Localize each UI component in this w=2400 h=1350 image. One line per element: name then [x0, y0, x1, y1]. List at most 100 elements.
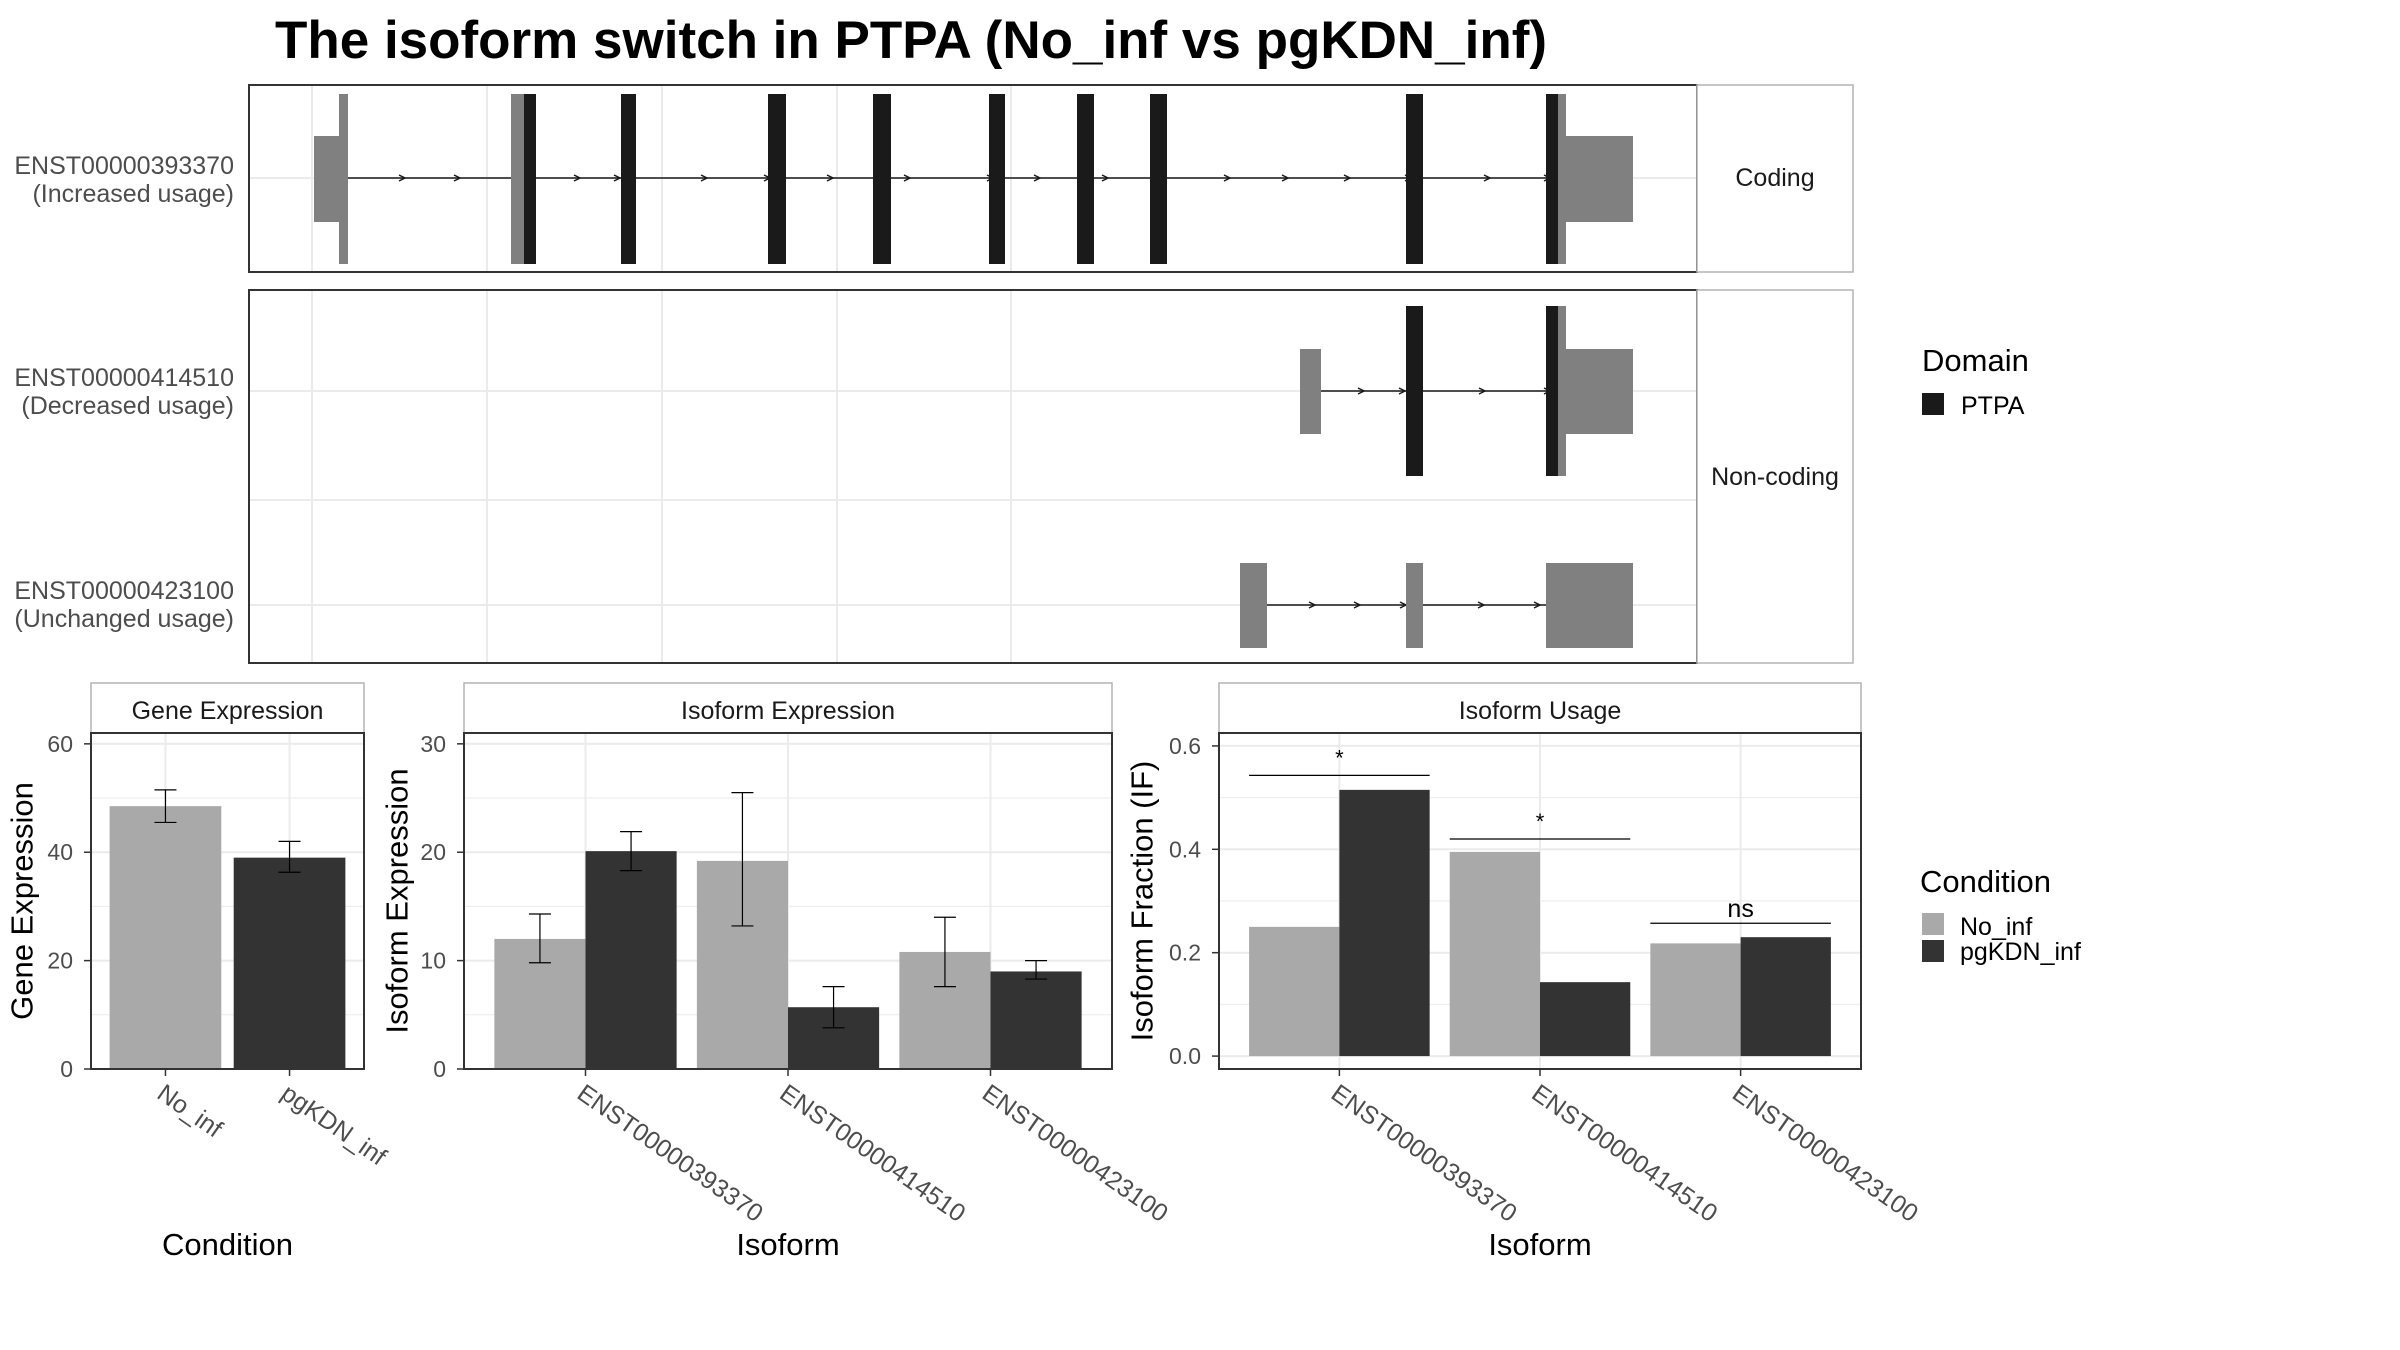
tx2-utr-3prime-exon: [1558, 349, 1633, 434]
tx3-strand-arrow-4: [1533, 601, 1542, 609]
tx1-strand-arrow-2: [573, 174, 582, 182]
transcript-structure-panel: Coding Non-coding ENST00000393370 (Incre…: [14, 84, 1854, 664]
tx1-strand-arrow-10: [1101, 174, 1110, 182]
x-axis-title: Isoform: [736, 1227, 839, 1262]
x-tick-label-1: pgKDN_inf: [276, 1079, 391, 1171]
transcript-label-1-id: ENST00000393370: [14, 152, 234, 180]
x-tick-label-0: No_inf: [152, 1079, 227, 1143]
condition-legend: Condition No_inf pgKDN_inf: [1920, 864, 2081, 966]
tx1-strand-arrow-13: [1343, 174, 1352, 182]
tx1-coding-exon-1: [524, 94, 536, 264]
tx1-coding-exon-5: [989, 94, 1005, 264]
domain-legend-label-ptpa: PTPA: [1961, 392, 2025, 420]
significance-label-2: ns: [1727, 895, 1753, 923]
y-tick-label-1: 0.2: [1169, 940, 1201, 966]
panel-3: Isoform Usage * * ns 0.0 0.2 0.4 0.6 ENST0000039…: [1125, 682, 1923, 1262]
tx3-strand-arrow-3: [1477, 601, 1486, 609]
tx1-strand-arrow-15: [1483, 174, 1492, 182]
bar-pgKDN_inf-ENST00000393370: [1339, 789, 1430, 1057]
y-tick-label-0: 0.0: [1169, 1043, 1201, 1069]
tx1-utr-exon-3: [511, 94, 524, 264]
bar-pgKDN_inf-ENST00000414510: [1540, 982, 1631, 1057]
transcript-label-3-usage: (Unchanged usage): [14, 605, 234, 633]
bar-No_inf-ENST00000393370: [1249, 926, 1340, 1057]
facet-label-coding: Coding: [1735, 164, 1814, 192]
tx1-strand-arrow-4: [700, 174, 709, 182]
panel-strip-title: Isoform Expression: [681, 697, 895, 725]
transcript-label-2-usage: (Decreased usage): [21, 392, 234, 420]
tx2-utr-5prime-exon: [1300, 349, 1321, 434]
condition-legend-label-pgkdn-inf: pgKDN_inf: [1960, 938, 2081, 966]
bar-pgKDN_inf-ENST00000423100: [1740, 937, 1831, 1057]
y-axis-title: Gene Expression: [5, 782, 40, 1020]
panel-strip: [463, 682, 1113, 734]
transcript-label-2-id: ENST00000414510: [14, 364, 234, 392]
tx1-utr-5prime-exon: [314, 136, 339, 222]
x-axis-title: Condition: [162, 1227, 293, 1262]
tx1-coding-exon-8: [1406, 94, 1423, 264]
domain-legend-title: Domain: [1922, 343, 2029, 378]
tx2-strand-arrow-0: [1357, 387, 1366, 395]
domain-legend-swatch-ptpa: [1922, 393, 1944, 415]
panel-strip-title: Gene Expression: [132, 697, 324, 725]
significance-label-0: *: [1335, 745, 1344, 770]
tx1-coding-exon-9: [1546, 94, 1558, 264]
bar-No_inf-ENST00000414510: [1449, 851, 1540, 1057]
y-axis-title: Isoform Fraction (IF): [1125, 761, 1160, 1042]
x-tick-label-0: ENST00000393370: [572, 1079, 768, 1228]
tx3-utr-5prime-exon: [1240, 563, 1267, 648]
transcript-label-3-id: ENST00000423100: [14, 577, 234, 605]
y-tick-label-1: 10: [420, 948, 446, 974]
tx1-strand-arrow-11: [1223, 174, 1232, 182]
y-tick-label-3: 30: [420, 731, 446, 757]
y-tick-label-0: 0: [433, 1056, 446, 1082]
panel-frame: [90, 732, 365, 1070]
y-tick-label-1: 20: [47, 948, 73, 974]
x-tick-label-2: ENST00000423100: [977, 1079, 1173, 1228]
bar-pgKDN_inf: [233, 857, 346, 1069]
panel-2: Isoform Expression 0 10 20 30 ENST00000393370…: [380, 682, 1173, 1262]
tx2-strand-arrow-2: [1478, 387, 1487, 395]
noncoding-facet-frame: [248, 289, 1698, 664]
condition-legend-swatch-no-inf: [1922, 913, 1944, 935]
tx3-utr-3prime-exon: [1546, 563, 1633, 648]
y-tick-label-2: 20: [420, 839, 446, 865]
panel-1: Gene Expression 0 20 40 60 No_inf pgKDN_inf Con…: [5, 682, 391, 1262]
facet-label-noncoding: Non-coding: [1711, 463, 1839, 491]
domain-legend: Domain PTPA: [1922, 343, 2029, 420]
tx1-strand-arrow-1: [453, 174, 462, 182]
tx1-strand-arrow-7: [903, 174, 912, 182]
facet-strip-noncoding: [1696, 289, 1854, 664]
tx3-strand-arrow-0: [1308, 601, 1317, 609]
facet-strip-coding: [1696, 84, 1854, 273]
condition-legend-label-no-inf: No_inf: [1960, 913, 2032, 941]
bar-pgKDN_inf-ENST00000423100: [990, 971, 1082, 1069]
bar-No_inf-ENST00000423100: [1650, 943, 1741, 1057]
tx1-strand-arrow-0: [398, 174, 407, 182]
x-tick-label-1: ENST00000414510: [775, 1079, 971, 1228]
panel-strip-title: Isoform Usage: [1459, 697, 1622, 725]
tx2-strand-arrow-1: [1398, 387, 1407, 395]
y-tick-label-0: 0: [60, 1056, 73, 1082]
transcript-models: [314, 94, 1633, 648]
tx1-coding-exon-4: [873, 94, 891, 264]
tx1-coding-exon-6: [1077, 94, 1094, 264]
figure-title: The isoform switch in PTPA (No_inf vs pg…: [275, 11, 1547, 70]
y-tick-label-2: 40: [47, 839, 73, 865]
tx1-strand-arrow-6: [826, 174, 835, 182]
tx3-exon-2: [1406, 563, 1423, 648]
x-axis-title: Isoform: [1488, 1227, 1591, 1262]
y-tick-label-3: 60: [47, 731, 73, 757]
tx1-strand-arrow-12: [1281, 174, 1290, 182]
x-tick-label-2: ENST00000423100: [1727, 1079, 1923, 1228]
bar-No_inf: [109, 806, 222, 1069]
tx1-coding-exon-3: [768, 94, 786, 264]
panel-strip: [1218, 682, 1862, 734]
tx1-strand-arrow-3: [613, 174, 622, 182]
tx1-utr-5prime-exon-2: [339, 94, 348, 264]
y-tick-label-2: 0.4: [1169, 836, 1201, 862]
transcript-label-1-usage: (Increased usage): [32, 180, 234, 208]
tx1-utr-3prime-exon: [1558, 136, 1633, 222]
condition-legend-swatch-pgkdn-inf: [1922, 940, 1944, 962]
